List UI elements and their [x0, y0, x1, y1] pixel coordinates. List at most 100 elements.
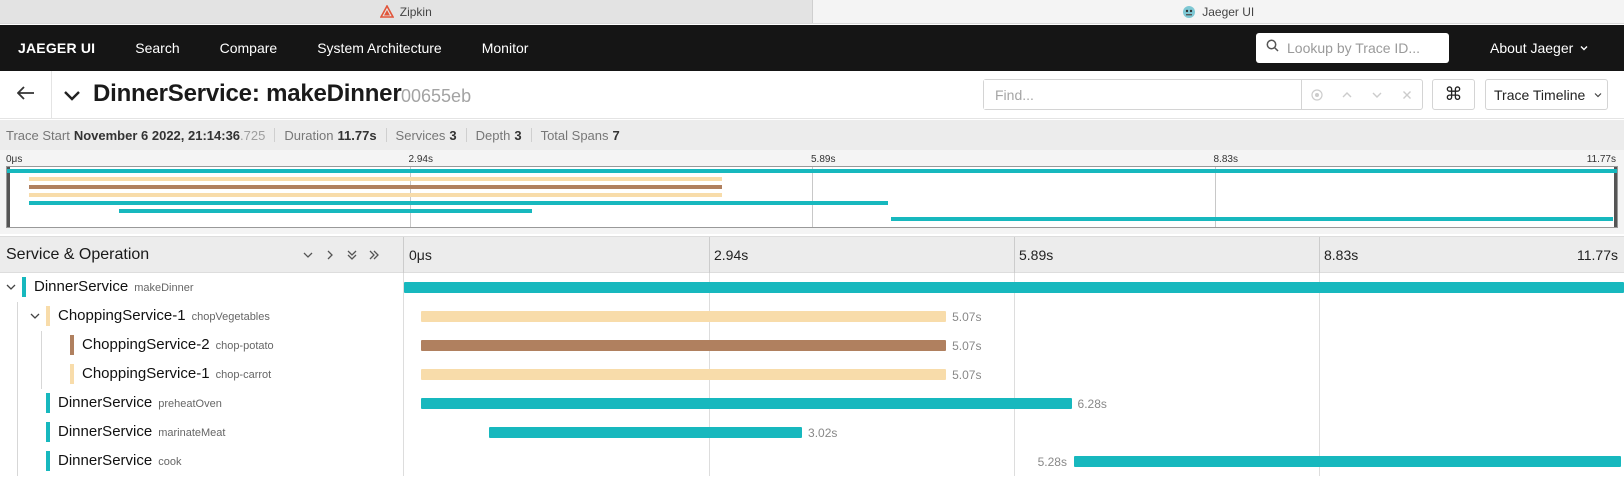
span-timeline-cell[interactable]: 5.07s — [404, 360, 1624, 389]
timeline-tick-label: 8.83s — [1324, 247, 1359, 263]
span-service-label: DinnerService marinateMeat — [58, 423, 225, 440]
operation-name: marinateMeat — [158, 427, 226, 439]
expand-all-icon[interactable] — [366, 247, 382, 263]
span-name-cell[interactable]: DinnerService cook — [0, 447, 404, 476]
timeline-gridline — [709, 447, 710, 476]
span-bar[interactable] — [420, 340, 947, 351]
browser-tab-zipkin[interactable]: Zipkin — [0, 0, 813, 23]
span-timeline-cell[interactable]: 5.28s — [404, 447, 1624, 476]
span-timeline-cell[interactable]: 3.02s — [404, 418, 1624, 447]
operation-name: preheatOven — [158, 398, 222, 410]
span-bar[interactable] — [404, 282, 1624, 293]
view-mode-label: Trace Timeline — [1494, 86, 1586, 103]
span-bar[interactable] — [1073, 456, 1621, 467]
arrow-left-icon — [16, 85, 35, 105]
chevron-down-icon[interactable] — [28, 309, 42, 323]
timeline-header-gridline — [709, 237, 710, 274]
depth-label: Depth — [475, 127, 511, 143]
span-duration-label: 5.07s — [952, 310, 982, 324]
about-jaeger-menu[interactable]: About Jaeger — [1490, 25, 1589, 71]
browser-tab-label: Jaeger UI — [1202, 4, 1255, 19]
duration-label: Duration — [284, 127, 334, 143]
span-timeline-cell[interactable]: 6.28s — [404, 389, 1624, 418]
span-timeline-cell[interactable] — [404, 273, 1624, 302]
trace-id: 00655eb — [401, 86, 472, 106]
find-box — [983, 79, 1423, 110]
timeline-tick-label: 5.89s — [1019, 247, 1054, 263]
span-name-cell[interactable]: ChoppingService-2 chop-potato — [0, 331, 404, 360]
timeline-gridline — [1014, 447, 1015, 476]
brand-logo[interactable]: JAEGER UI — [18, 40, 96, 56]
span-name-cell[interactable]: DinnerService makeDinner — [0, 273, 404, 302]
close-icon[interactable] — [1392, 80, 1422, 109]
chevron-down-icon[interactable] — [1362, 80, 1392, 109]
span-name-cell[interactable]: DinnerService marinateMeat — [0, 418, 404, 447]
chevron-down-icon[interactable] — [4, 280, 18, 294]
services-value: 3 — [449, 127, 457, 143]
minimap-tick-label: 11.77s — [1586, 154, 1616, 165]
minimap-tick-label: 8.83s — [1213, 154, 1238, 165]
nav-link-compare[interactable]: Compare — [219, 40, 278, 56]
span-timeline-cell[interactable]: 5.07s — [404, 302, 1624, 331]
trace-summary: Trace Start November 6 2022, 21:14:36.72… — [0, 120, 1624, 150]
minimap-span-bar — [119, 209, 533, 213]
trace-lookup — [1256, 33, 1449, 63]
nav-link-search[interactable]: Search — [135, 40, 180, 56]
span-bar[interactable] — [488, 427, 803, 438]
collapse-trace-icon[interactable] — [62, 85, 82, 110]
service-color-bar — [70, 335, 74, 355]
span-row[interactable]: DinnerService makeDinner — [0, 273, 1624, 302]
minimap-left-handle[interactable] — [7, 167, 10, 227]
top-nav: JAEGER UI Search Compare System Architec… — [0, 25, 1624, 71]
span-name-cell[interactable]: ChoppingService-1 chop-carrot — [0, 360, 404, 389]
span-row[interactable]: DinnerService marinateMeat 3.02s — [0, 418, 1624, 447]
nav-link-monitor[interactable]: Monitor — [481, 40, 529, 56]
span-name-cell[interactable]: ChoppingService-1 chopVegetables — [0, 302, 404, 331]
service-name: ChoppingService-2 — [82, 336, 210, 353]
chevron-up-icon[interactable] — [1332, 80, 1362, 109]
expand-controls — [300, 247, 382, 263]
span-service-label: ChoppingService-1 chop-carrot — [82, 365, 271, 382]
tree-guide-line — [17, 447, 18, 476]
zipkin-icon — [379, 3, 395, 19]
view-mode-select[interactable]: Trace Timeline — [1485, 79, 1608, 110]
minimap-canvas[interactable] — [6, 166, 1618, 228]
span-rows: DinnerService makeDinner ChoppingService-1… — [0, 273, 1624, 487]
column-splitter[interactable] — [403, 237, 404, 274]
timeline-header: Service & Operation 0μs 2.94s 5.89s 8.83s 11… — [0, 236, 1624, 274]
span-timeline-cell[interactable]: 5.07s — [404, 331, 1624, 360]
keyboard-shortcuts-button[interactable]: ⌘ — [1432, 79, 1475, 110]
span-name-cell[interactable]: DinnerService preheatOven — [0, 389, 404, 418]
tree-guide-line — [41, 360, 42, 389]
span-row[interactable]: DinnerService cook 5.28s — [0, 447, 1624, 476]
nav-link-system-architecture[interactable]: System Architecture — [317, 40, 442, 56]
collapse-one-icon[interactable] — [300, 247, 316, 263]
trace-minimap[interactable]: 0μs 2.94s 5.89s 8.83s 11.77s — [0, 150, 1624, 234]
span-service-label: ChoppingService-1 chopVegetables — [58, 307, 270, 324]
operation-name: chop-potato — [215, 340, 274, 352]
span-bar[interactable] — [420, 369, 947, 380]
span-row[interactable]: ChoppingService-1 chopVegetables 5.07s — [0, 302, 1624, 331]
timeline-tick-label: 0μs — [409, 247, 432, 263]
span-bar[interactable] — [420, 398, 1072, 409]
span-row[interactable]: ChoppingService-1 chop-carrot 5.07s — [0, 360, 1624, 389]
timeline-tick-label: 2.94s — [714, 247, 749, 263]
trace-id-lookup-input[interactable] — [1287, 40, 1437, 56]
span-duration-label: 5.28s — [1037, 455, 1067, 469]
span-row[interactable]: DinnerService preheatOven 6.28s — [0, 389, 1624, 418]
minimap-span-bar — [28, 185, 723, 189]
back-button[interactable] — [0, 71, 52, 119]
browser-tab-jaeger[interactable]: Jaeger UI — [812, 0, 1624, 23]
minimap-right-handle[interactable] — [1614, 167, 1617, 227]
find-input[interactable] — [984, 80, 1302, 109]
span-bar[interactable] — [420, 311, 947, 322]
minimap-gridline — [409, 167, 411, 227]
span-row[interactable]: ChoppingService-2 chop-potato 5.07s — [0, 331, 1624, 360]
locate-icon[interactable] — [1302, 80, 1332, 109]
tree-guide-line — [17, 331, 18, 360]
collapse-all-icon[interactable] — [344, 247, 360, 263]
expand-one-icon[interactable] — [322, 247, 338, 263]
service-name: ChoppingService-1 — [82, 365, 210, 382]
timeline-gridline — [1319, 331, 1320, 360]
service-operation-header: Service & Operation — [6, 246, 150, 263]
